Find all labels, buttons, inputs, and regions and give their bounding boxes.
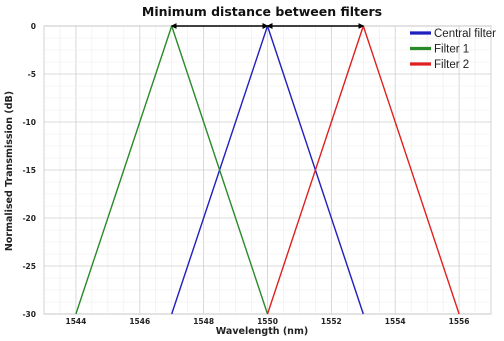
x-tick-label: 1552 — [321, 317, 342, 326]
x-tick-label: 1554 — [385, 317, 406, 326]
y-tick-label: 0 — [31, 22, 36, 31]
x-tick-label: 1556 — [449, 317, 470, 326]
x-tick-label: 1544 — [65, 317, 86, 326]
tick-labels: 1544 1546 1548 1550 1552 1554 1556 0 -5 -10 -15 -20… — [22, 22, 469, 326]
grid — [43, 25, 492, 315]
legend-label-filter-2: Filter 2 — [434, 59, 469, 71]
x-tick-label: 1546 — [129, 317, 150, 326]
y-tick-label: -20 — [22, 214, 36, 223]
y-tick-label: -10 — [22, 118, 36, 127]
chart-title: Minimum distance between filters — [142, 4, 382, 19]
y-tick-label: -30 — [22, 310, 36, 319]
legend-label-filter-1: Filter 1 — [434, 44, 469, 56]
y-tick-label: -5 — [28, 70, 36, 79]
legend: Central filter Filter 1 Filter 2 — [410, 28, 496, 71]
x-axis-label: Wavelength (nm) — [216, 326, 308, 337]
x-tick-label: 1548 — [193, 317, 214, 326]
y-tick-label: -25 — [22, 262, 36, 271]
y-tick-label: -15 — [22, 166, 36, 175]
x-tick-label: 1550 — [257, 317, 278, 326]
legend-label-central-filter: Central filter — [434, 28, 496, 40]
y-axis-label: Normalised Transmission (dB) — [4, 91, 15, 251]
